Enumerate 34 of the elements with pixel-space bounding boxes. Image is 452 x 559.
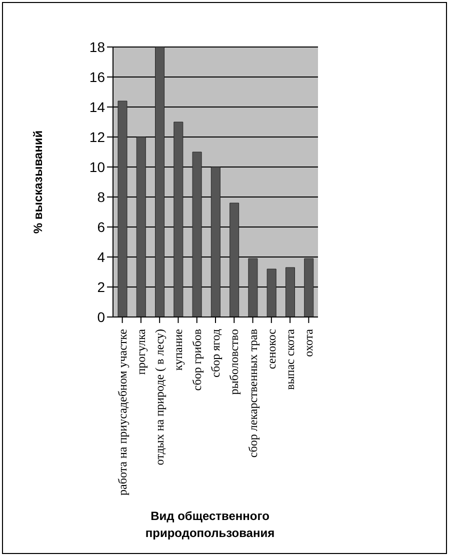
y-axis-title: % высказываний	[31, 130, 45, 234]
x-tick-label: охота	[302, 328, 316, 357]
bar	[266, 268, 276, 317]
y-tick-label: 10	[89, 158, 106, 175]
x-axis-title: Вид общественного природопользования	[144, 508, 276, 542]
x-tick-label: сенокос	[264, 329, 278, 370]
bar	[118, 100, 128, 317]
x-tick-label: рыболовство	[227, 329, 242, 395]
bar	[155, 47, 165, 317]
x-tick-label: выпас скота	[283, 328, 298, 390]
x-tick-label: сбор ягод	[208, 329, 222, 378]
bar	[285, 267, 295, 317]
bar	[136, 136, 146, 317]
x-tick-label: прогулка	[134, 328, 148, 375]
y-tick-label: 8	[97, 188, 106, 205]
y-tick-label: 6	[97, 218, 106, 235]
y-tick-label: 4	[97, 248, 106, 265]
bar	[192, 152, 202, 317]
bar	[210, 166, 220, 317]
y-tick-label: 18	[89, 38, 106, 55]
x-tick-label: купание	[171, 329, 186, 371]
x-tick-label: отдых на природе ( в лесу)	[152, 329, 167, 466]
x-tick-label: сбор грибов	[190, 328, 204, 391]
bar	[248, 258, 258, 317]
x-tick-label: сбор лекарственных трав	[246, 328, 260, 458]
y-tick-label: 14	[89, 98, 106, 115]
bar	[304, 258, 314, 317]
x-tick-label: работа на приусадебном участке	[115, 329, 130, 496]
bar	[174, 122, 184, 317]
y-tick-label: 2	[97, 278, 106, 295]
y-tick-label: 12	[89, 128, 106, 145]
bar	[230, 202, 240, 317]
y-tick-label: 16	[89, 68, 106, 85]
y-tick-label: 0	[97, 308, 106, 325]
